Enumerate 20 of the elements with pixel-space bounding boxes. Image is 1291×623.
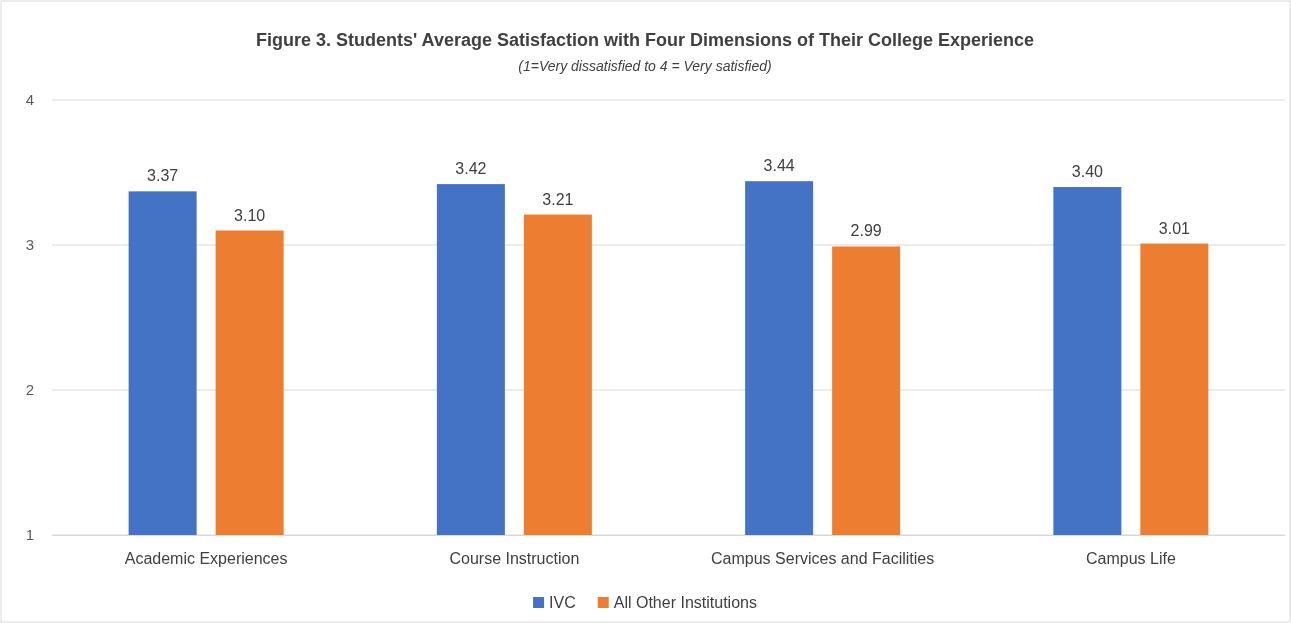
data-label: 3.10: [234, 206, 266, 224]
y-tick-label: 1: [25, 526, 34, 544]
data-label: 3.44: [763, 157, 795, 175]
x-tick-label: Campus Services and Facilities: [711, 550, 935, 568]
legend-label: All Other Institutions: [613, 594, 757, 611]
legend-label: IVC: [549, 594, 576, 611]
data-label: 2.99: [850, 222, 882, 240]
y-tick-label: 2: [25, 381, 34, 399]
data-label: 3.42: [455, 160, 487, 178]
data-label: 3.01: [1158, 219, 1191, 237]
chart-subtitle: (1=Very dissatisfied to 4 = Very satisfied): [518, 58, 772, 74]
chart-title: Figure 3. Students' Average Satisfaction with Four Dimensions of Their College Experience: [255, 30, 1035, 50]
y-tick-label: 3: [25, 236, 34, 254]
x-tick-label: Course Instruction: [449, 550, 580, 568]
data-label: 3.21: [542, 190, 574, 208]
data-label: 3.37: [147, 167, 179, 185]
x-tick-label: Campus Life: [1085, 550, 1176, 568]
x-tick-label: Academic Experiences: [124, 550, 288, 568]
y-tick-label: 4: [25, 91, 34, 109]
data-label: 3.40: [1071, 163, 1104, 180]
